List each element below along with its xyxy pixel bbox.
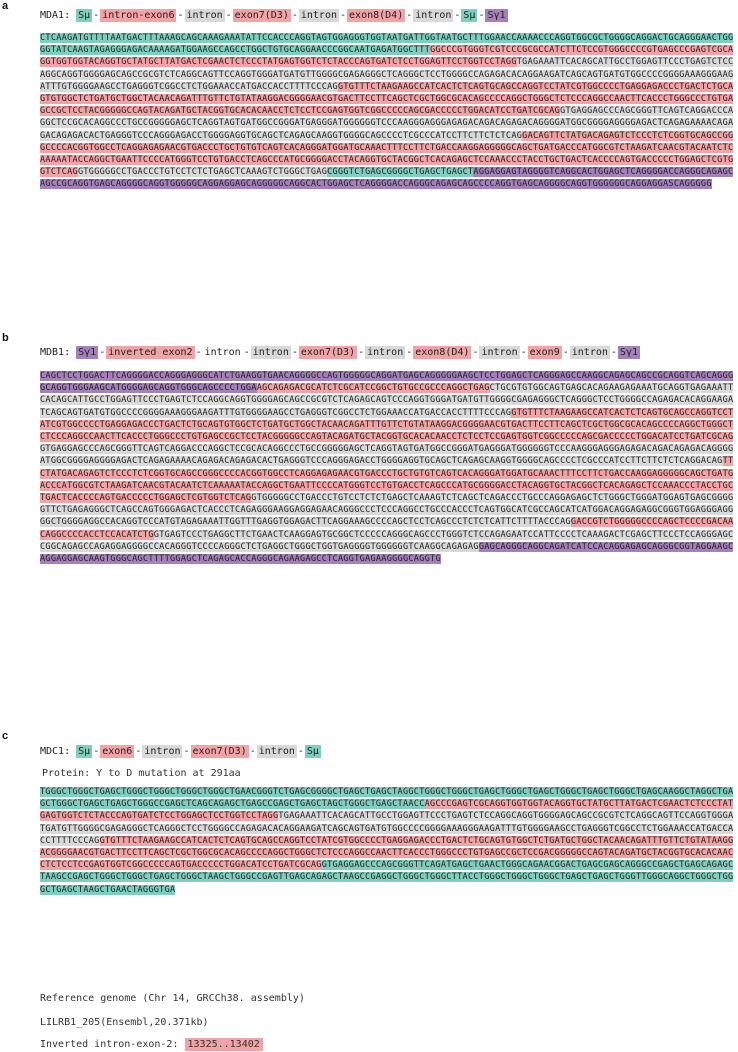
protein-note: Protein: Y to D mutation at 291aa [42, 768, 241, 779]
construct-map: MDA1: Sμ - intron-exon6- intron - exon7(D3) - i… [40, 8, 508, 23]
construct-name: MDB1: [40, 347, 71, 358]
construct-dash: - [291, 10, 298, 21]
construct-segment: Sμ [461, 9, 478, 22]
construct-segment: intron [298, 9, 339, 22]
construct-dash: - [478, 10, 485, 21]
sequence-segment: CGGGTCTGAGCGGGGCTGAGCTGAGCT [327, 167, 474, 178]
construct-dash: - [520, 347, 527, 358]
construct-dash: - [406, 10, 413, 21]
construct-map: MDC1: Sμ - exon6- intron - exon7(D3) - intron - S… [40, 744, 321, 759]
construct-name: MDA1: [40, 10, 71, 21]
construct-segment: exon6 [100, 745, 135, 758]
construct-segment: exon8(D4) [347, 9, 406, 22]
panel-letter: b [2, 332, 9, 344]
construct-segments: Sμ - exon6- intron - exon7(D3) - intron - Sμ [76, 745, 321, 758]
construct-segment: exon7(D3) [232, 9, 291, 22]
construct-segments: Sγ1- inverted exon2- intron - intron - exon7(D… [76, 346, 640, 359]
construct-segment: Sμ [304, 745, 321, 758]
sequence-segment: GTGAGGAGCCCAGCGGGTTCAGTCAGGACCCAGGCTCCGC… [40, 444, 734, 467]
sequence-block: TGGGCTGGGCTGAGCTGGGCTGGGCTGGGCTGGGCTGAAC… [40, 786, 738, 896]
construct-dash: - [454, 10, 461, 21]
construct-segment: intron [250, 346, 291, 359]
construct-name: MDC1: [40, 746, 71, 757]
construct-dash: - [291, 347, 298, 358]
construct-segment: intron [365, 346, 406, 359]
construct-dash: - [93, 746, 100, 757]
sequence-segment: AGCAGAGACGCATCTCGCATCCGGCTGTGCCGCCCAGGCT… [256, 383, 490, 394]
construct-dash: - [249, 746, 256, 757]
sequence-block: CAGCTCCTGGACTTCAGGGGACCAGGGAGGGCATCTGAAG… [40, 370, 738, 565]
construct-dash: - [177, 10, 184, 21]
construct-segment: inverted exon2 [106, 346, 195, 359]
construct-segment: exon9 [527, 346, 562, 359]
construct-dash: - [243, 347, 250, 358]
panel-letter: c [2, 730, 9, 742]
construct-segment: exon7(D3) [190, 745, 249, 758]
construct-segment: intron [142, 745, 183, 758]
construct-dash: - [135, 746, 142, 757]
construct-dash: - [406, 347, 413, 358]
construct-map: MDB1: Sγ1- inverted exon2- intron - intron - e… [40, 345, 640, 360]
construct-dash: - [297, 746, 304, 757]
construct-segment: Sμ [76, 9, 93, 22]
construct-dash: - [183, 746, 190, 757]
construct-segment: intron [256, 745, 297, 758]
construct-dash: - [93, 10, 100, 21]
construct-segment: intron [479, 346, 520, 359]
sequence-block: CTCAAGATGTTTTAATGACTTTAAAGCAGCAAAGAAATAT… [40, 32, 738, 191]
construct-dash: - [610, 347, 617, 358]
construct-segment: exon7(D3) [298, 346, 358, 359]
construct-dash: - [99, 347, 106, 358]
construct-segment: intron [569, 346, 610, 359]
inverted-region-label: Inverted intron-exon-2: [40, 1039, 179, 1050]
construct-segment: intron [184, 9, 225, 22]
sequence-segment: GTGGGGGCCTGACCCTGTCCTCTCTGAGCTCAAAGTCTGG… [77, 167, 328, 178]
construct-dash: - [225, 10, 232, 21]
construct-segment: Sγ1 [485, 9, 508, 22]
reference-transcript: LILRB1_205(Ensembl,20.371kb) [40, 1017, 209, 1028]
construct-segments: Sμ - intron-exon6- intron - exon7(D3) - intron -… [76, 9, 508, 22]
reference-genome: Reference genome (Chr 14, GRCCh38. assem… [40, 993, 305, 1004]
construct-segment: intron-exon6 [100, 9, 177, 22]
construct-dash: - [340, 10, 347, 21]
construct-segment: intron [204, 347, 241, 358]
inverted-region: Inverted intron-exon-2: 13325..13402 [40, 1038, 263, 1052]
inverted-region-value: 13325..13402 [184, 1038, 263, 1051]
panel-letter: a [2, 0, 9, 12]
construct-segment: Sμ [76, 745, 93, 758]
construct-dash: - [195, 347, 202, 358]
construct-segment: Sγ1 [617, 346, 640, 359]
construct-dash: - [472, 347, 479, 358]
construct-dash: - [562, 347, 569, 358]
construct-dash: - [358, 347, 365, 358]
construct-segment: Sγ1 [76, 346, 99, 359]
construct-segment: intron [413, 9, 454, 22]
construct-segment: exon8(D4) [413, 346, 472, 359]
